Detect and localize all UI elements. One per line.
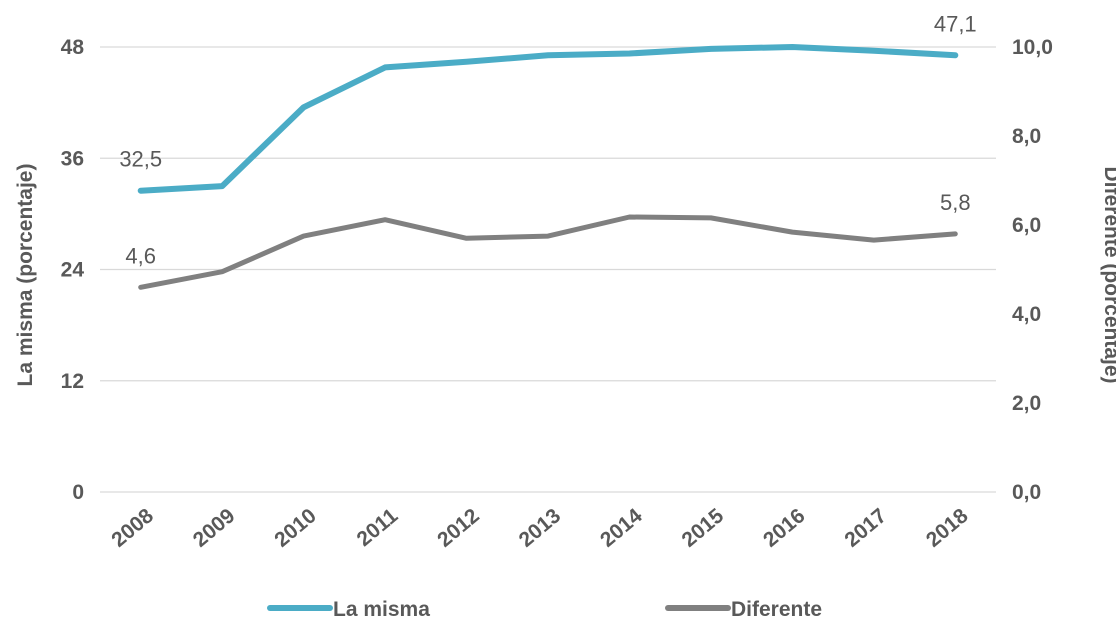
x-tick-label: 2011	[353, 504, 403, 551]
left-tick-label: 0	[72, 481, 84, 504]
right-tick-label: 10,0	[1012, 36, 1053, 59]
right-tick-label: 6,0	[1012, 214, 1041, 237]
right-tick-label: 8,0	[1012, 125, 1041, 148]
x-tick-label: 2017	[840, 504, 891, 552]
legend-label-diferente: Diferente	[731, 598, 822, 621]
data-label: 5,8	[940, 190, 971, 215]
left-tick-label: 36	[61, 147, 84, 170]
data-labels: 32,5 47,1 4,6 5,8	[119, 11, 976, 268]
x-tick-label: 2012	[433, 504, 484, 552]
right-tick-label: 4,0	[1012, 303, 1041, 326]
legend: La misma Diferente	[267, 598, 822, 621]
right-tick-label: 0,0	[1012, 481, 1041, 504]
series-line-la-misma	[137, 44, 959, 194]
x-tick-label: 2015	[678, 504, 729, 552]
right-axis-title: Diferente (porcentaje)	[1100, 166, 1116, 383]
left-axis-ticks: 0 12 24 36 48	[61, 36, 85, 504]
x-tick-label: 2010	[270, 504, 321, 552]
data-label: 32,5	[119, 147, 162, 172]
x-axis-ticks: 2008 2009 2010 2011 2012 2013 2014 2015 2016 2017…	[107, 504, 972, 552]
x-tick-label: 2018	[922, 504, 973, 552]
right-tick-label: 2,0	[1012, 392, 1041, 415]
x-tick-label: 2016	[759, 504, 810, 552]
x-tick-label: 2014	[596, 504, 647, 552]
left-tick-label: 24	[61, 259, 85, 282]
gridlines	[100, 46, 996, 493]
x-tick-label: 2009	[189, 504, 240, 552]
legend-label-la-misma: La misma	[333, 598, 430, 621]
left-tick-label: 48	[61, 36, 85, 59]
data-label: 47,1	[934, 11, 977, 36]
series-lines	[137, 44, 959, 290]
series-line-diferente	[138, 214, 958, 290]
x-tick-label: 2013	[515, 504, 566, 552]
left-axis-title: La misma (porcentaje)	[14, 164, 37, 387]
data-label: 4,6	[125, 243, 156, 268]
right-axis-ticks: 0,0 2,0 4,0 6,0 8,0 10,0	[1012, 36, 1053, 504]
x-tick-label: 2008	[107, 504, 158, 552]
left-tick-label: 12	[61, 370, 84, 393]
